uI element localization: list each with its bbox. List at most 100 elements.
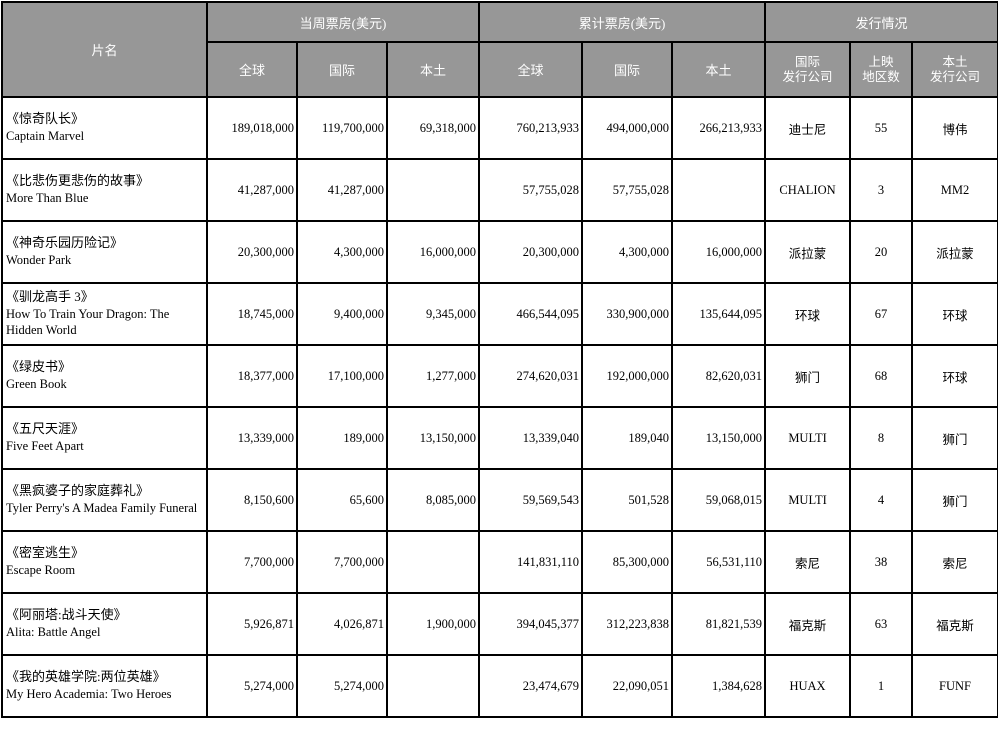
domestic-distributor-value: MM2 <box>911 158 998 222</box>
weekly-global-value: 8,150,600 <box>206 468 298 532</box>
film-cell: 《比悲伤更悲伤的故事》 More Than Blue <box>1 158 208 222</box>
weekly-international-value: 5,274,000 <box>296 654 388 718</box>
header-group-row: 片名 当周票房(美元) 累计票房(美元) 发行情况 <box>1 1 998 98</box>
cumulative-domestic-value: 81,821,539 <box>671 592 767 656</box>
col-header-cumulative-domestic: 本土 <box>671 41 767 98</box>
film-title-cn: 《比悲伤更悲伤的故事》 <box>6 173 150 189</box>
cumulative-global-value: 23,474,679 <box>478 654 584 718</box>
table-row: 《我的英雄学院:两位英雄》 My Hero Academia: Two Heroe… <box>1 654 998 718</box>
weekly-global-value: 189,018,000 <box>206 96 298 160</box>
domestic-distributor-value: 环球 <box>911 282 998 346</box>
film-title-en: How To Train Your Dragon: The Hidden Wor… <box>6 307 170 338</box>
film-title-en: Alita: Battle Angel <box>6 625 101 640</box>
weekly-international-value: 119,700,000 <box>296 96 388 160</box>
film-cell: 《黑疯婆子的家庭葬礼》 Tyler Perry's A Madea Family … <box>1 468 208 532</box>
weekly-domestic-value: 1,277,000 <box>385 344 481 408</box>
cumulative-global-value: 57,755,028 <box>478 158 584 222</box>
domestic-distributor-value: 福克斯 <box>911 592 998 656</box>
domestic-distributor-value: 博伟 <box>911 96 998 160</box>
intl-distributor-value: 迪士尼 <box>764 96 852 160</box>
cumulative-domestic-value: 16,000,000 <box>671 220 767 284</box>
cumulative-international-value: 501,528 <box>581 468 674 532</box>
table-row: 《绿皮书》 Green Book 18,377,000 17,100,000 1,277… <box>1 344 998 408</box>
region-count-value: 63 <box>849 592 914 656</box>
weekly-global-value: 20,300,000 <box>206 220 298 284</box>
cumulative-international-value: 330,900,000 <box>581 282 674 346</box>
col-header-weekly-domestic: 本土 <box>385 41 481 98</box>
cumulative-global-value: 760,213,933 <box>478 96 584 160</box>
cumulative-international-value: 189,040 <box>581 406 674 470</box>
film-cell: 《神奇乐园历险记》 Wonder Park <box>1 220 208 284</box>
weekly-international-value: 4,026,871 <box>296 592 388 656</box>
table-row: 《密室逃生》 Escape Room 7,700,000 7,700,000 141,8… <box>1 530 998 594</box>
cumulative-global-value: 20,300,000 <box>478 220 584 284</box>
intl-distributor-value: 环球 <box>764 282 852 346</box>
intl-distributor-value: 索尼 <box>764 530 852 594</box>
film-title-en: Tyler Perry's A Madea Family Funeral <box>6 501 198 516</box>
col-header-film: 片名 <box>1 1 208 98</box>
table-row: 《比悲伤更悲伤的故事》 More Than Blue 41,287,000 41,28… <box>1 158 998 222</box>
table-row: 《惊奇队长》 Captain Marvel 189,018,000 119,700,0… <box>1 96 998 160</box>
cumulative-international-value: 192,000,000 <box>581 344 674 408</box>
domestic-distributor-value: 索尼 <box>911 530 998 594</box>
col-header-weekly-international: 国际 <box>296 41 388 98</box>
film-cell: 《惊奇队长》 Captain Marvel <box>1 96 208 160</box>
film-cell: 《绿皮书》 Green Book <box>1 344 208 408</box>
col-header-weekly-global: 全球 <box>206 41 298 98</box>
weekly-domestic-value: 9,345,000 <box>385 282 481 346</box>
weekly-domestic-value <box>385 654 481 718</box>
weekly-domestic-value: 16,000,000 <box>385 220 481 284</box>
film-title-en: My Hero Academia: Two Heroes <box>6 687 172 702</box>
col-header-cumulative-international: 国际 <box>581 41 674 98</box>
cumulative-domestic-value: 56,531,110 <box>671 530 767 594</box>
cumulative-international-value: 57,755,028 <box>581 158 674 222</box>
intl-distributor-value: CHALION <box>764 158 852 222</box>
weekly-global-value: 18,745,000 <box>206 282 298 346</box>
weekly-global-value: 13,339,000 <box>206 406 298 470</box>
cumulative-domestic-value: 1,384,628 <box>671 654 767 718</box>
cumulative-global-value: 59,569,543 <box>478 468 584 532</box>
weekly-domestic-value: 8,085,000 <box>385 468 481 532</box>
film-title-cn: 《密室逃生》 <box>6 545 85 561</box>
film-cell: 《密室逃生》 Escape Room <box>1 530 208 594</box>
weekly-global-value: 41,287,000 <box>206 158 298 222</box>
table-header: 片名 当周票房(美元) 累计票房(美元) 发行情况 全球 国际 本土 全球 国际… <box>1 1 998 98</box>
cumulative-international-value: 4,300,000 <box>581 220 674 284</box>
cumulative-international-value: 85,300,000 <box>581 530 674 594</box>
cumulative-international-value: 312,223,838 <box>581 592 674 656</box>
intl-distributor-value: HUAX <box>764 654 852 718</box>
weekly-global-value: 5,926,871 <box>206 592 298 656</box>
film-title-cn: 《黑疯婆子的家庭葬礼》 <box>6 483 150 499</box>
table-row: 《神奇乐园历险记》 Wonder Park 20,300,000 4,300,000 1… <box>1 220 998 284</box>
col-header-cumulative-group: 累计票房(美元) <box>478 1 767 43</box>
region-count-value: 1 <box>849 654 914 718</box>
intl-distributor-value: 福克斯 <box>764 592 852 656</box>
film-cell: 《我的英雄学院:两位英雄》 My Hero Academia: Two Heroe… <box>1 654 208 718</box>
weekly-global-value: 7,700,000 <box>206 530 298 594</box>
region-count-value: 38 <box>849 530 914 594</box>
cumulative-domestic-value: 266,213,933 <box>671 96 767 160</box>
weekly-global-value: 18,377,000 <box>206 344 298 408</box>
header-line: 发行公司 <box>782 69 833 84</box>
table-row: 《五尺天涯》 Five Feet Apart 13,339,000 189,000 13… <box>1 406 998 470</box>
weekly-global-value: 5,274,000 <box>206 654 298 718</box>
film-title-cn: 《惊奇队长》 <box>6 111 85 127</box>
domestic-distributor-value: 狮门 <box>911 406 998 470</box>
intl-distributor-value: MULTI <box>764 468 852 532</box>
weekly-domestic-value: 69,318,000 <box>385 96 481 160</box>
region-count-value: 20 <box>849 220 914 284</box>
film-cell: 《五尺天涯》 Five Feet Apart <box>1 406 208 470</box>
header-line: 地区数 <box>862 69 900 84</box>
weekly-international-value: 9,400,000 <box>296 282 388 346</box>
col-header-domestic-distributor: 本土 发行公司 <box>911 41 998 98</box>
col-header-intl-distributor: 国际 发行公司 <box>764 41 852 98</box>
film-title-en: Green Book <box>6 377 67 392</box>
domestic-distributor-value: 环球 <box>911 344 998 408</box>
col-header-distribution-group: 发行情况 <box>764 1 998 43</box>
film-title-cn: 《五尺天涯》 <box>6 421 85 437</box>
cumulative-international-value: 494,000,000 <box>581 96 674 160</box>
film-title-en: Five Feet Apart <box>6 439 84 454</box>
cumulative-global-value: 394,045,377 <box>478 592 584 656</box>
film-cell: 《阿丽塔:战斗天使》 Alita: Battle Angel <box>1 592 208 656</box>
header-line: 发行公司 <box>930 69 981 84</box>
